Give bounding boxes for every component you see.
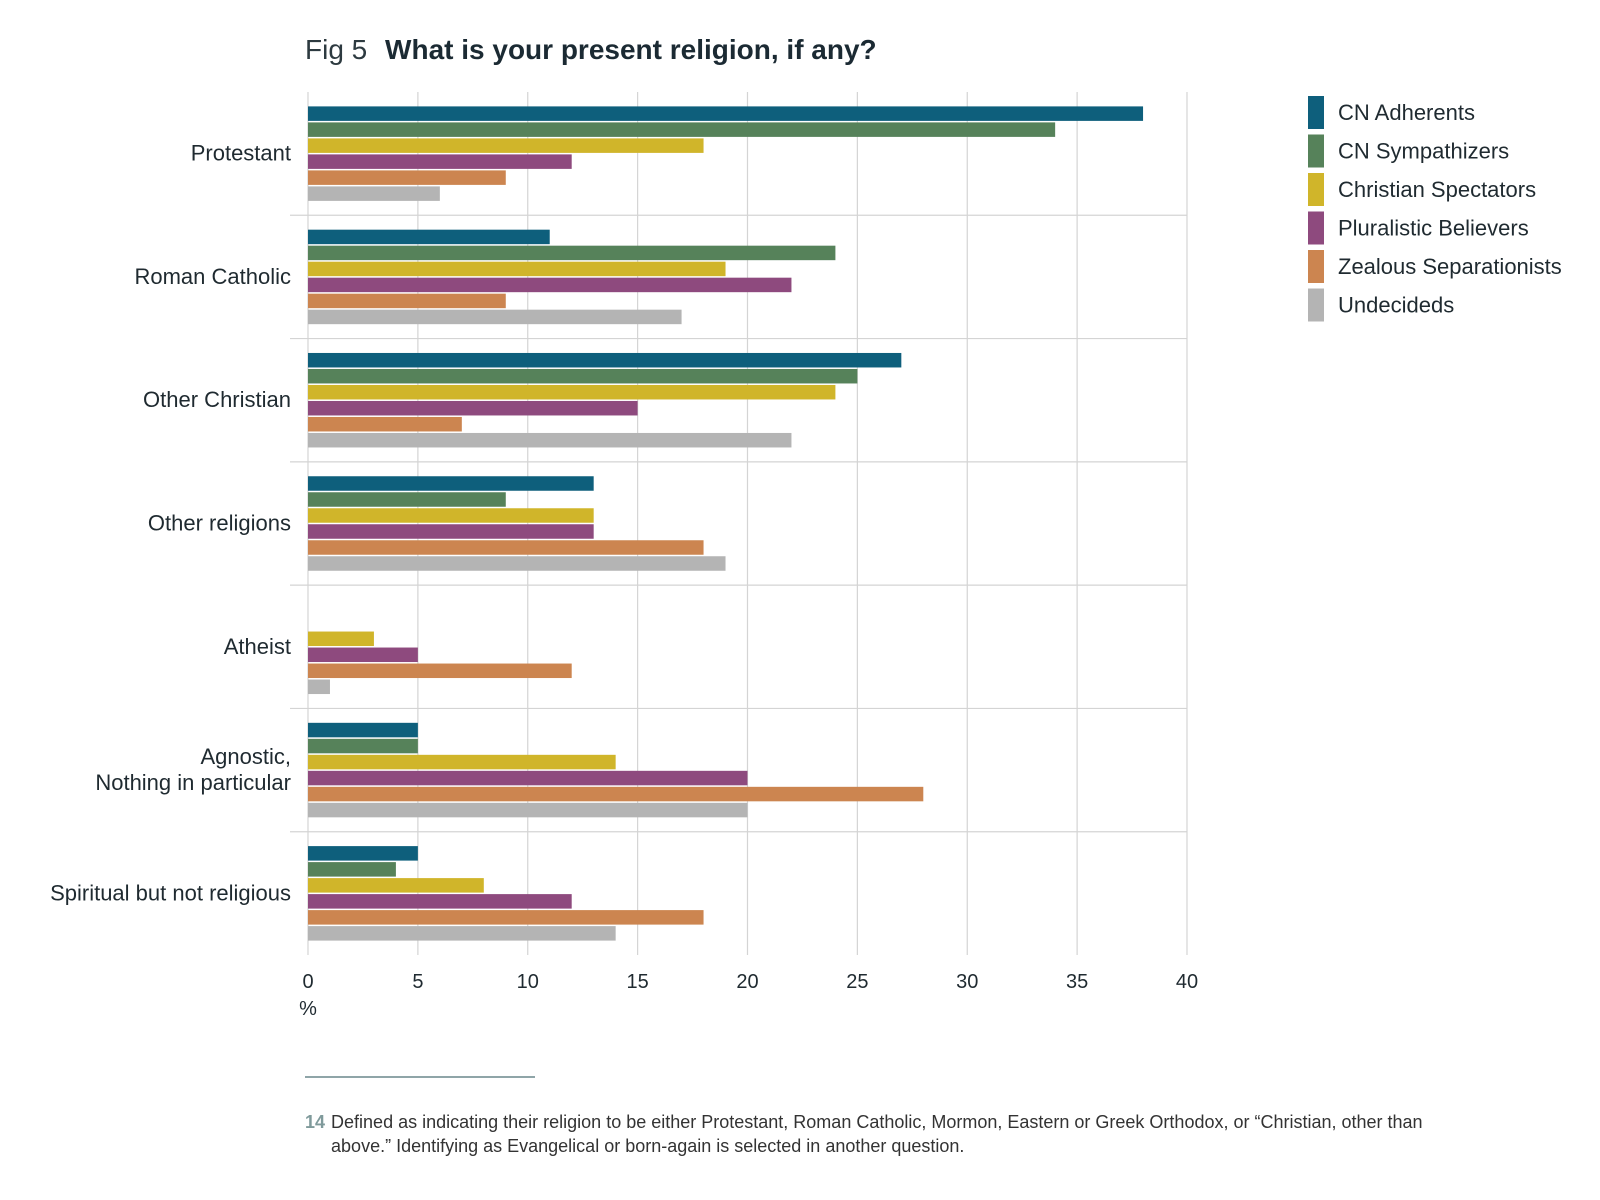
bar [308,186,440,201]
bar [308,492,506,507]
x-tick-label: 25 [846,971,868,993]
bar [308,508,594,523]
bar [308,400,638,416]
category-label: Protestant [191,141,291,166]
bar-chart: Protestant Roman Catholic Other Christian O… [50,92,1562,1020]
legend-label: Christian Spectators [1338,177,1536,202]
figure-number: Fig 5 [305,34,368,65]
category-label: Agnostic, [201,744,292,769]
x-tick-label: 0 [302,971,313,993]
bar [308,679,330,695]
bar [308,663,572,679]
bar [308,352,902,368]
legend-swatch [1308,211,1324,245]
category-label: Other religions [148,511,291,536]
bar [308,309,682,325]
category-label: Spiritual but not religious [50,880,291,905]
bar [308,106,1144,121]
bar [308,647,418,663]
bar [308,416,462,432]
bar [308,894,572,909]
footnote-text: Defined as indicating their religion to … [331,1112,1423,1156]
category-label: Roman Catholic [134,264,291,289]
bar [308,368,858,384]
x-tick-label: 15 [627,971,649,993]
legend-swatch [1308,250,1324,283]
bar [308,556,726,571]
bar [308,631,374,647]
x-tick-label: 35 [1066,971,1088,993]
bar [308,910,704,925]
bar [308,524,594,539]
bar [308,432,792,448]
bar [308,802,748,818]
bar [308,540,704,555]
legend-swatch [1308,134,1324,168]
bar [308,293,506,309]
bar [308,122,1056,137]
legend-label: Undecideds [1338,293,1454,318]
chart-title: What is your present religion, if any? [385,34,877,65]
legend-label: CN Adherents [1338,100,1475,125]
bar [308,476,594,491]
x-tick-label: 40 [1176,971,1198,993]
bar [308,738,418,754]
legend-swatch [1308,288,1324,322]
legend-label: CN Sympathizers [1338,139,1509,164]
bar [308,878,484,893]
footnote-number: 14 [305,1112,326,1132]
bar [308,138,704,153]
category-label: Atheist [224,634,291,659]
legend-swatch [1308,173,1324,206]
bar [308,229,550,245]
bar [308,384,836,400]
bar [308,926,616,941]
bar [308,862,396,877]
x-tick-label: 30 [956,971,978,993]
bar [308,170,506,185]
footnote: 14 Defined as indicating their religion … [305,1110,1485,1158]
bar [308,754,616,770]
bar [308,786,924,802]
bar [308,846,418,861]
bar [308,277,792,293]
x-tick-label: 20 [736,971,758,993]
category-label: Other Christian [143,387,291,412]
bar [308,722,418,738]
bar [308,770,748,786]
x-tick-label: 5 [412,971,423,993]
legend-label: Pluralistic Believers [1338,216,1529,241]
x-axis-label: % [299,998,317,1020]
bar [308,154,572,169]
footnote-divider [305,1076,535,1078]
bar [308,261,726,277]
category-label: Nothing in particular [95,770,291,795]
bar [308,245,836,261]
x-tick-label: 10 [517,971,539,993]
chart-title-row: Fig 5 What is your present religion, if … [305,34,877,66]
legend-swatch [1308,96,1324,129]
legend-label: Zealous Separationists [1338,254,1562,279]
